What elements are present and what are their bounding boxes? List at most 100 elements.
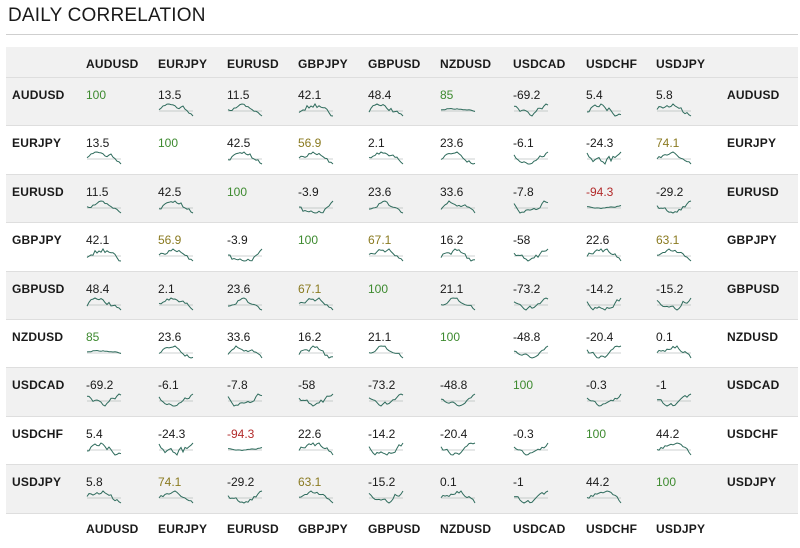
sparkline-line	[513, 297, 549, 311]
sparkline	[86, 490, 122, 504]
correlation-value: 44.2	[656, 426, 680, 441]
sparkline	[227, 103, 263, 117]
sparkline	[586, 248, 622, 262]
sparkline	[298, 200, 334, 214]
correlation-value: 100	[513, 378, 534, 393]
correlation-cell: 100	[656, 465, 726, 513]
row-header-right: USDJPY	[727, 475, 777, 490]
sparkline	[586, 103, 622, 117]
correlation-value: -6.1	[513, 136, 534, 151]
sparkline	[586, 297, 622, 311]
correlation-value: 100	[158, 136, 179, 151]
sparkline	[656, 103, 692, 117]
sparkline	[86, 297, 122, 310]
sparkline	[158, 442, 194, 456]
correlation-value: -48.8	[513, 330, 541, 344]
correlation-value: -69.2	[86, 378, 114, 393]
sparkline	[86, 393, 122, 408]
correlation-cell: 100	[158, 126, 228, 174]
correlation-cell: 100	[586, 417, 656, 465]
correlation-cell: 13.5	[86, 126, 156, 174]
correlation-cell: 100	[368, 272, 438, 320]
column-footer: GBPJPY	[298, 521, 348, 536]
sparkline	[656, 151, 692, 165]
sparkline	[368, 200, 404, 214]
correlation-cell: 63.1	[656, 223, 726, 271]
correlation-value: 16.2	[298, 330, 322, 344]
column-footer: AUDUSD	[86, 521, 139, 536]
row-header-right: AUDUSD	[727, 88, 780, 102]
correlation-cell: -24.3	[586, 126, 656, 174]
correlation-value: 0.1	[656, 330, 673, 344]
correlation-cell: 44.2	[586, 465, 656, 513]
sparkline	[227, 446, 263, 451]
sparkline-line	[227, 345, 263, 359]
column-header: USDJPY	[656, 57, 706, 71]
sparkline-line	[158, 490, 194, 504]
sparkline-line	[440, 151, 476, 165]
correlation-value: -29.2	[656, 184, 684, 199]
matrix-row: GBPUSD GBPUSD 48.4 2.1 23.6 67.1 100 21.1 -73.2 -…	[6, 271, 798, 320]
correlation-value: -73.2	[513, 281, 541, 296]
sparkline	[298, 345, 334, 359]
row-header-right: USDCAD	[727, 378, 780, 393]
column-header: USDCAD	[513, 57, 566, 71]
correlation-cell: 5.4	[86, 417, 156, 465]
correlation-value: 23.6	[368, 184, 392, 199]
correlation-cell: 16.2	[298, 320, 368, 368]
correlation-cell: 22.6	[586, 223, 656, 271]
sparkline	[368, 345, 404, 359]
correlation-cell: -20.4	[440, 417, 510, 465]
correlation-cell: -6.1	[513, 126, 583, 174]
matrix-row: USDCHF USDCHF 5.4 -24.3 -94.3 22.6 -14.2 -20.4 -…	[6, 417, 798, 466]
sparkline	[158, 393, 194, 407]
sparkline-line	[227, 248, 263, 262]
correlation-value: -0.3	[513, 426, 534, 441]
sparkline	[227, 393, 263, 408]
correlation-cell: -7.8	[227, 368, 297, 416]
column-footer: EURUSD	[227, 521, 279, 536]
correlation-value: 74.1	[656, 136, 680, 151]
column-header-row: AUDUSD EURJPY EURUSD GBPJPY GBPUSD NZDUSD USDC…	[6, 47, 798, 78]
row-header: EURUSD	[12, 184, 64, 199]
row-header: USDCHF	[12, 426, 64, 441]
correlation-value: 100	[586, 426, 607, 441]
correlation-cell: -29.2	[656, 175, 726, 223]
column-footer: USDCAD	[513, 521, 566, 536]
page-title: DAILY CORRELATION	[8, 5, 206, 26]
correlation-cell: 5.8	[656, 78, 726, 126]
sparkline	[656, 248, 692, 262]
sparkline	[227, 345, 263, 359]
correlation-value: -7.8	[513, 184, 534, 199]
correlation-cell: -48.8	[440, 368, 510, 416]
sparkline-line	[513, 345, 549, 359]
correlation-value: -24.3	[586, 136, 614, 151]
sparkline-line	[656, 442, 692, 456]
sparkline-line	[368, 248, 404, 262]
correlation-value: 33.6	[440, 184, 464, 199]
correlation-value: -94.3	[227, 426, 255, 441]
sparkline	[86, 442, 122, 456]
sparkline-line	[656, 200, 692, 214]
correlation-value: -3.9	[227, 233, 248, 248]
sparkline-line	[86, 200, 122, 214]
sparkline-line	[158, 103, 194, 117]
correlation-value: 16.2	[440, 233, 464, 248]
correlation-cell: 5.4	[586, 78, 656, 126]
correlation-cell: -14.2	[368, 417, 438, 465]
sparkline-line	[158, 345, 194, 359]
sparkline	[368, 248, 404, 262]
correlation-value: 23.6	[158, 330, 182, 344]
sparkline	[86, 200, 122, 214]
correlation-value: 11.5	[86, 184, 109, 199]
column-footer: NZDUSD	[440, 521, 492, 536]
correlation-cell: -94.3	[586, 175, 656, 223]
row-header: USDJPY	[12, 475, 62, 490]
sparkline	[158, 200, 194, 214]
correlation-cell: 23.6	[368, 175, 438, 223]
sparkline	[298, 394, 334, 408]
row-header: USDCAD	[12, 378, 65, 393]
row-header-right: GBPJPY	[727, 233, 777, 248]
sparkline	[158, 296, 194, 310]
sparkline	[656, 297, 692, 311]
